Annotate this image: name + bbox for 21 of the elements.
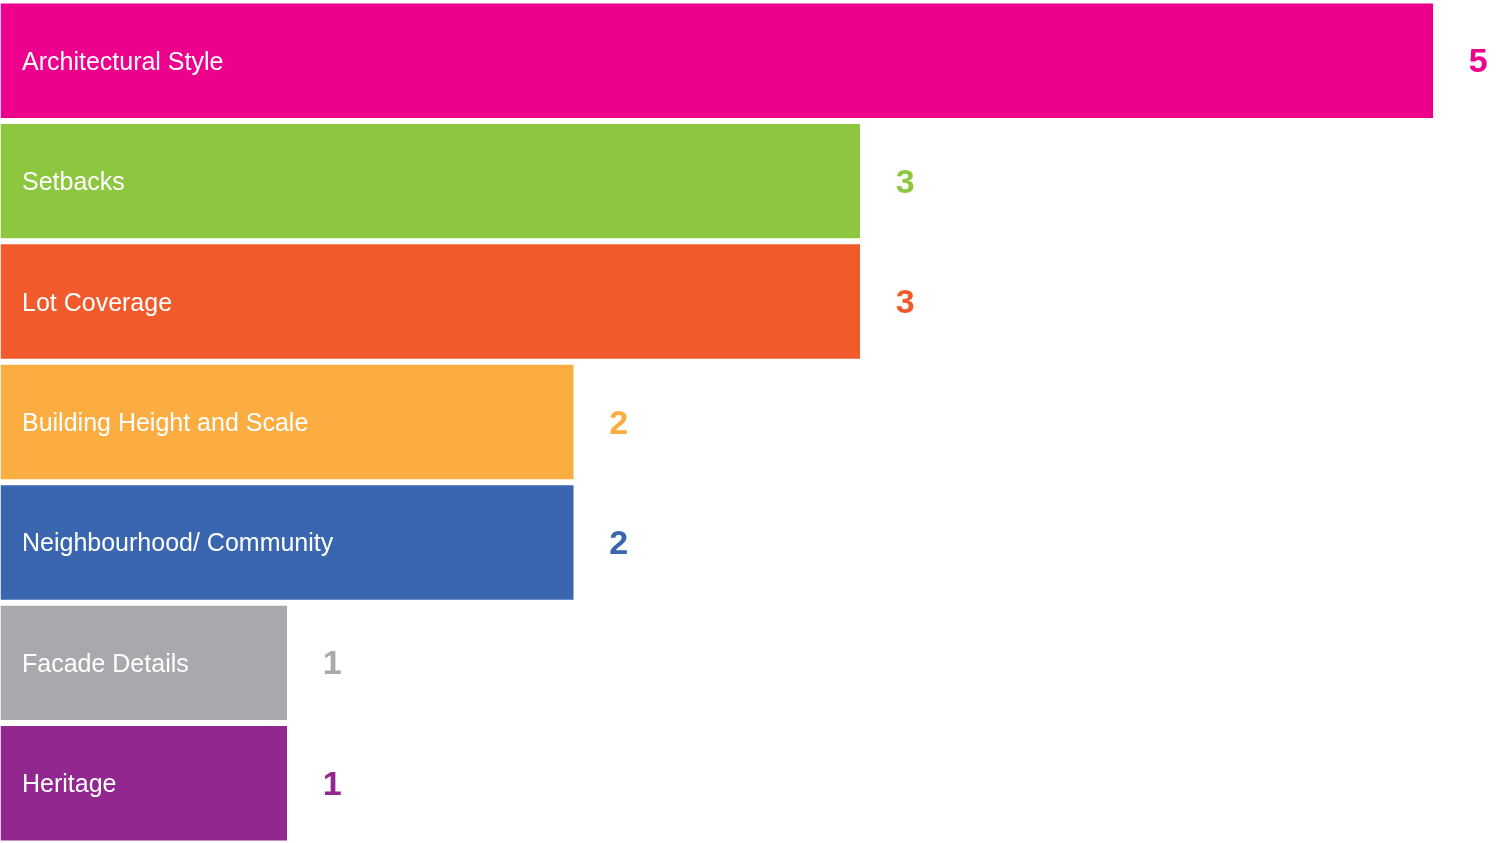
y-tick-label: Heritage (21, 769, 117, 798)
bar (0, 123, 861, 239)
data-label: 1 (322, 763, 342, 802)
data-label: 2 (609, 522, 629, 561)
y-tick-label: Neighbourhood/ Community (21, 528, 334, 557)
bar (0, 244, 861, 359)
y-tick-label: Facade Details (21, 648, 189, 677)
bar (0, 485, 574, 600)
bar (0, 3, 1434, 118)
bar (0, 364, 574, 480)
y-tick-label: Lot Coverage (21, 287, 173, 316)
bar (0, 605, 288, 721)
data-label: 3 (895, 161, 915, 200)
data-label: 5 (1468, 41, 1488, 80)
y-tick-label: Building Height and Scale (21, 408, 309, 436)
data-label: 2 (609, 402, 629, 441)
y-tick-label: Architectural Style (21, 46, 224, 75)
bar (0, 726, 288, 841)
data-label: 1 (322, 643, 342, 682)
data-label: 3 (895, 282, 915, 321)
y-tick-label: Setbacks (21, 167, 125, 196)
